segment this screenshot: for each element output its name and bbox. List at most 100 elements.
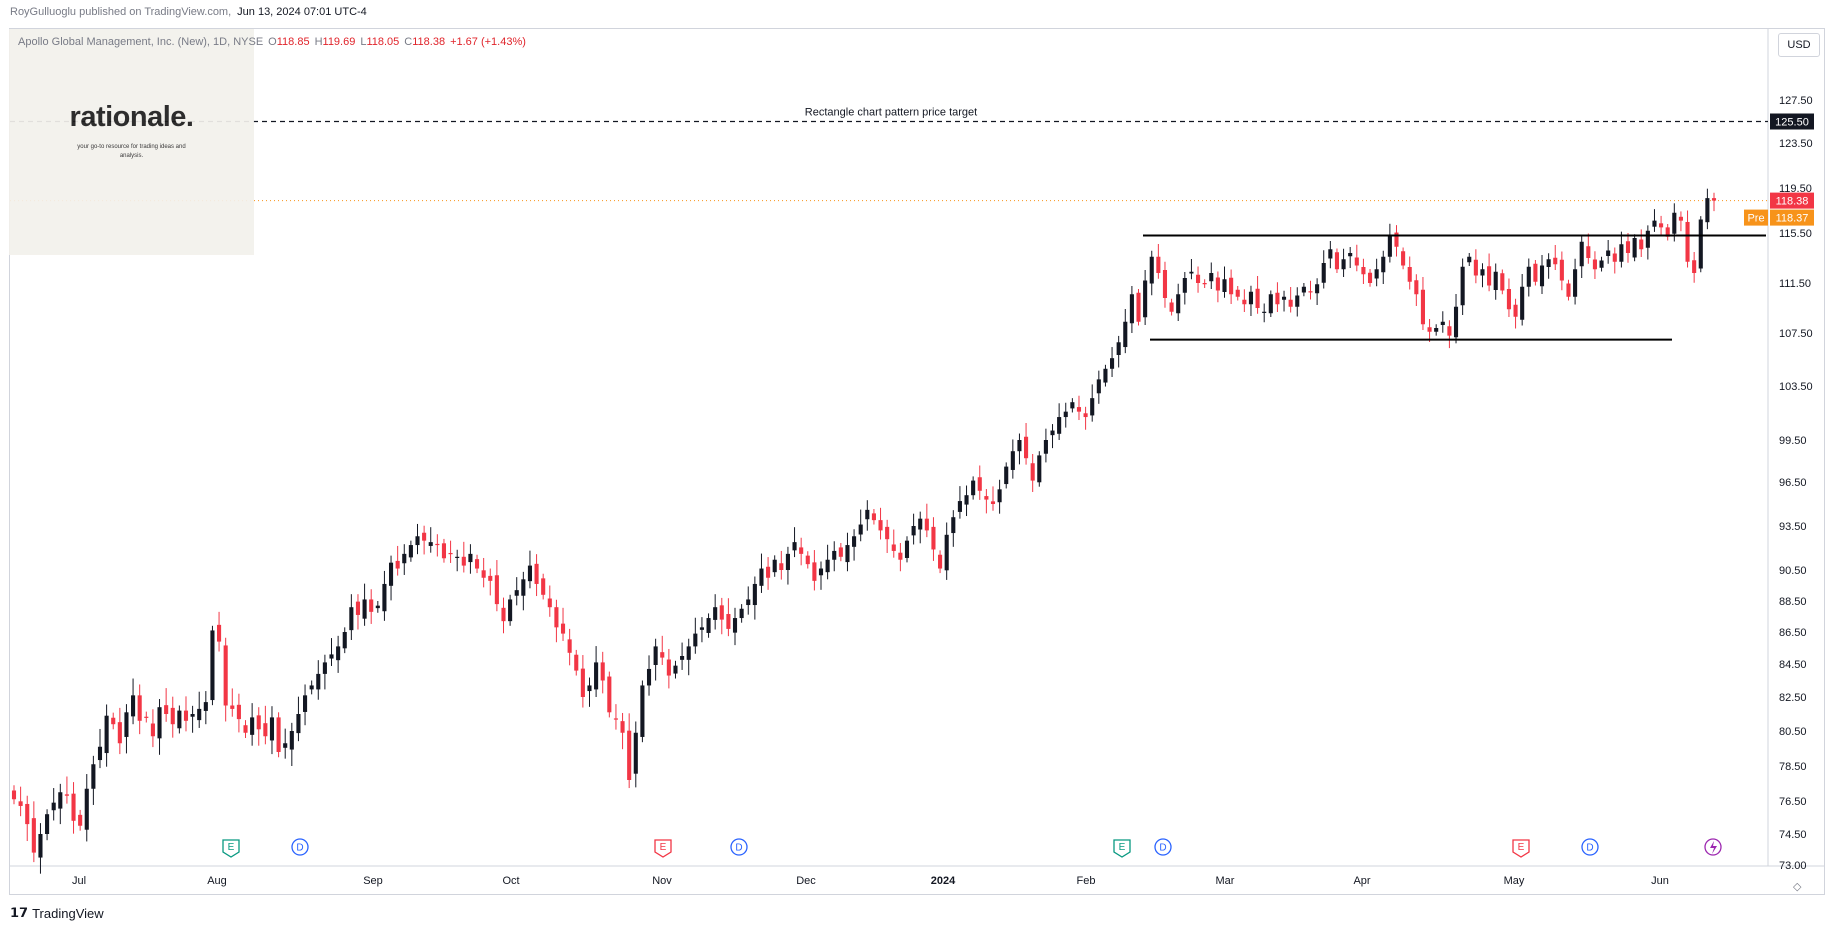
y-tick-label: 86.50	[1779, 627, 1807, 639]
candle-body	[1665, 227, 1670, 237]
candle-body	[944, 534, 949, 571]
candle-body	[1711, 198, 1717, 201]
candle-body	[680, 656, 685, 660]
currency-button[interactable]: USD	[1778, 33, 1820, 57]
price-axis	[1768, 29, 1824, 865]
premarket-tag	[1770, 209, 1814, 226]
lightning-icon	[1710, 841, 1717, 854]
candle-body	[322, 662, 327, 674]
candle-body	[177, 710, 182, 729]
candle-body	[1480, 269, 1485, 276]
candle-body	[388, 562, 394, 586]
earnings-badge-label: E	[1518, 842, 1525, 853]
low-label: L	[360, 36, 367, 48]
candle-body	[1037, 455, 1042, 483]
candle-body	[1321, 263, 1326, 283]
dividend-badge	[291, 838, 309, 856]
candle-body	[382, 583, 387, 612]
candle-body	[1030, 463, 1035, 481]
candle-body	[402, 553, 407, 564]
candle-body	[1506, 289, 1511, 310]
candle-body	[1110, 358, 1115, 369]
candle-body	[799, 547, 804, 554]
candle-body	[686, 646, 691, 660]
candle-body	[1176, 294, 1181, 314]
y-tick-label: 119.50	[1779, 183, 1812, 195]
logo-title: rationale.	[69, 101, 194, 133]
candle-body	[329, 654, 334, 659]
dividend-badge	[1154, 838, 1172, 856]
candle-body	[117, 722, 122, 744]
candle-body	[918, 518, 923, 530]
author-text: RoyGulluoglu published on TradingView.co…	[10, 6, 232, 18]
x-tick-label: Sep	[363, 875, 383, 887]
candle-body	[183, 710, 189, 721]
candle-body	[58, 792, 63, 809]
candle-body	[1632, 238, 1637, 258]
tradingview-brand: TradingView	[32, 905, 104, 921]
candle-body	[428, 542, 433, 546]
candle-body	[38, 834, 43, 858]
candle-body	[1143, 280, 1148, 318]
candle-body	[11, 790, 17, 800]
candle-body	[150, 723, 155, 737]
scale-settings-icon[interactable]: ◇	[1793, 881, 1802, 893]
candle-body	[336, 646, 341, 661]
candle-body	[1057, 417, 1062, 434]
candle-body	[613, 718, 618, 720]
candle-body	[296, 714, 301, 734]
x-tick-label: Apr	[1353, 875, 1370, 887]
candle-body	[1215, 277, 1220, 291]
y-tick-label: 74.50	[1779, 829, 1807, 841]
candle-body	[957, 501, 962, 512]
candle-body	[1209, 273, 1214, 282]
candle-body	[283, 743, 288, 748]
candle-body	[766, 566, 771, 578]
y-tick-label: 90.50	[1779, 565, 1807, 577]
candle-body	[289, 731, 294, 750]
premarket-value: 118.37	[1776, 213, 1809, 225]
candle-body	[587, 685, 592, 692]
candle-body	[600, 662, 605, 681]
candle-body	[1361, 267, 1366, 275]
candle-body	[1248, 291, 1254, 305]
candle-body	[1242, 299, 1247, 305]
candle-body	[468, 553, 473, 563]
candle-body	[1308, 291, 1313, 293]
x-tick-label: Jun	[1651, 875, 1669, 887]
candle-body	[71, 793, 76, 821]
dividend-badge	[730, 838, 748, 856]
candle-body	[1440, 321, 1445, 325]
candle-body	[494, 575, 499, 605]
candle-body	[964, 495, 969, 505]
candle-body	[1255, 288, 1260, 308]
y-tick-label: 80.50	[1779, 726, 1807, 738]
candle-body	[541, 578, 546, 595]
price-target-tag	[1770, 113, 1814, 130]
candle-body	[1394, 232, 1399, 247]
logo-tagline: your go-to resource for trading ideas an…	[77, 144, 186, 159]
candle-body	[838, 547, 843, 557]
candle-body	[97, 746, 103, 761]
candle-body	[567, 639, 572, 653]
candle-body	[1559, 259, 1564, 281]
candle-body	[560, 623, 566, 634]
candle-body	[673, 665, 678, 674]
x-tick-label: Nov	[652, 875, 672, 887]
candle-body	[441, 543, 447, 559]
candle-body	[1553, 257, 1558, 265]
candle-body	[1017, 440, 1022, 452]
candle-body	[1169, 302, 1174, 312]
low-value: 118.05	[366, 36, 400, 48]
high-value: 119.69	[322, 36, 356, 48]
candle-body	[25, 803, 30, 825]
candle-body	[488, 575, 493, 581]
last-price-value: 118.38	[1776, 196, 1809, 208]
candle-body	[1328, 249, 1333, 259]
candle-body	[45, 814, 50, 834]
close-value: 118.38	[412, 36, 446, 48]
candle-body	[1050, 430, 1055, 436]
candle-body	[1573, 269, 1578, 297]
candle-body	[706, 618, 711, 633]
